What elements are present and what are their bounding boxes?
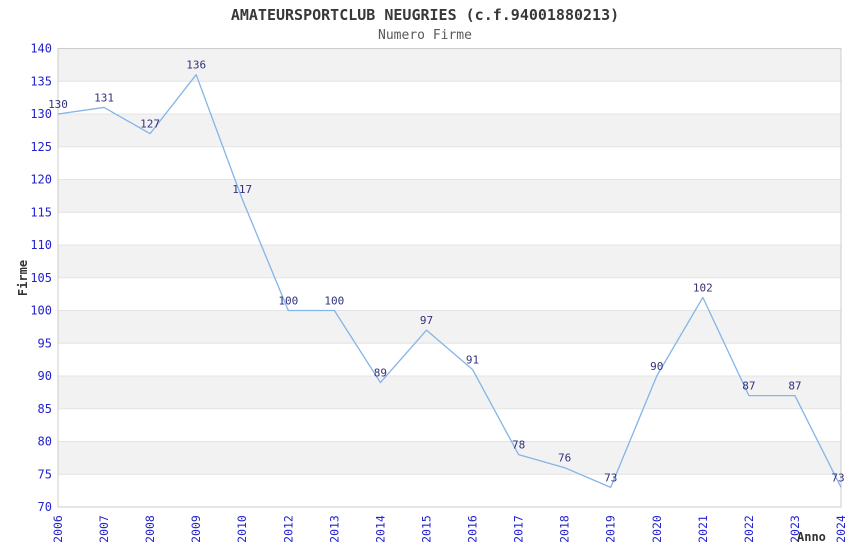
- x-tick-label: 2021: [696, 515, 710, 543]
- data-label: 100: [324, 295, 344, 308]
- data-label: 127: [140, 118, 160, 131]
- x-tick-label: 2008: [143, 515, 157, 543]
- x-tick-labels: 2006 2007 2008 2009 2010 2012 2013 2014 2015 2016…: [51, 515, 848, 543]
- y-tick-label: 85: [38, 402, 52, 416]
- y-tick-label: 140: [30, 42, 52, 56]
- chart-subtitle: Numero Firme: [378, 28, 472, 43]
- data-label: 91: [466, 353, 479, 366]
- data-label: 130: [48, 98, 68, 111]
- grid-band: [58, 179, 841, 213]
- series-line: [57, 74, 842, 489]
- y-tick-label: 135: [30, 74, 52, 88]
- y-tick-label: 95: [38, 336, 52, 350]
- y-tick-label: 105: [30, 271, 52, 285]
- x-tick-label: 2007: [97, 515, 111, 543]
- grid-band: [58, 441, 841, 475]
- data-label: 89: [374, 367, 387, 380]
- chart-title: AMATEURSPORTCLUB NEUGRIES (c.f.940018802…: [230, 6, 620, 24]
- x-tick-label: 2009: [189, 515, 203, 543]
- series-polyline: [57, 74, 842, 489]
- grid-band: [58, 376, 841, 409]
- data-label: 102: [693, 281, 713, 294]
- grid-bands: [58, 48, 841, 475]
- data-label: 136: [186, 59, 206, 72]
- x-tick-label: 2016: [466, 515, 480, 543]
- x-tick-label: 2006: [51, 515, 65, 543]
- data-label: 73: [831, 471, 844, 484]
- y-tick-label: 110: [30, 238, 52, 252]
- y-tick-label: 115: [30, 205, 52, 219]
- y-tick-labels: 70 75 80 85 90 95 100 105 110 115 120 125 130 135 140: [30, 42, 52, 515]
- x-tick-label: 2010: [235, 515, 249, 543]
- data-label: 100: [278, 295, 298, 308]
- y-tick-label: 130: [30, 107, 52, 121]
- data-label: 97: [420, 314, 433, 327]
- x-tick-label: 2023: [788, 515, 802, 543]
- y-tick-label: 90: [38, 369, 52, 383]
- x-tick-label: 2012: [281, 515, 295, 543]
- data-label: 131: [94, 91, 114, 104]
- grid-band: [58, 114, 841, 147]
- grid-band: [58, 310, 841, 344]
- x-tick-label: 2019: [604, 515, 618, 543]
- data-label: 87: [788, 380, 801, 393]
- y-tick-label: 80: [38, 435, 52, 449]
- data-labels: 130 131 127 136 117 100 100 89 97 91 78 76 73 90 102 87…: [48, 59, 845, 485]
- data-label: 78: [512, 439, 525, 452]
- x-tick-label: 2018: [558, 515, 572, 543]
- data-label: 90: [650, 360, 663, 373]
- y-tick-label: 120: [30, 173, 52, 187]
- data-label: 87: [742, 380, 755, 393]
- y-tick-label: 70: [38, 500, 52, 514]
- x-tick-label: 2022: [742, 515, 756, 543]
- y-axis-title: Firme: [16, 259, 30, 297]
- x-tick-label: 2020: [650, 515, 664, 543]
- x-tick-label: 2015: [419, 515, 433, 543]
- plot-border-rect: [57, 48, 842, 508]
- y-tick-label: 125: [30, 140, 52, 154]
- x-tick-label: 2017: [512, 515, 526, 543]
- data-label: 73: [604, 471, 617, 484]
- y-tick-label: 100: [30, 304, 52, 318]
- data-label: 76: [558, 452, 571, 465]
- x-tick-label: 2024: [834, 515, 848, 543]
- x-axis-title: Anno: [797, 530, 826, 544]
- plot-border: [57, 48, 842, 508]
- data-label: 117: [232, 183, 252, 196]
- x-tick-label: 2013: [327, 515, 341, 543]
- grid-band: [58, 245, 841, 278]
- x-tick-label: 2014: [373, 515, 387, 543]
- y-tick-label: 75: [38, 467, 52, 481]
- grid-band: [58, 48, 841, 82]
